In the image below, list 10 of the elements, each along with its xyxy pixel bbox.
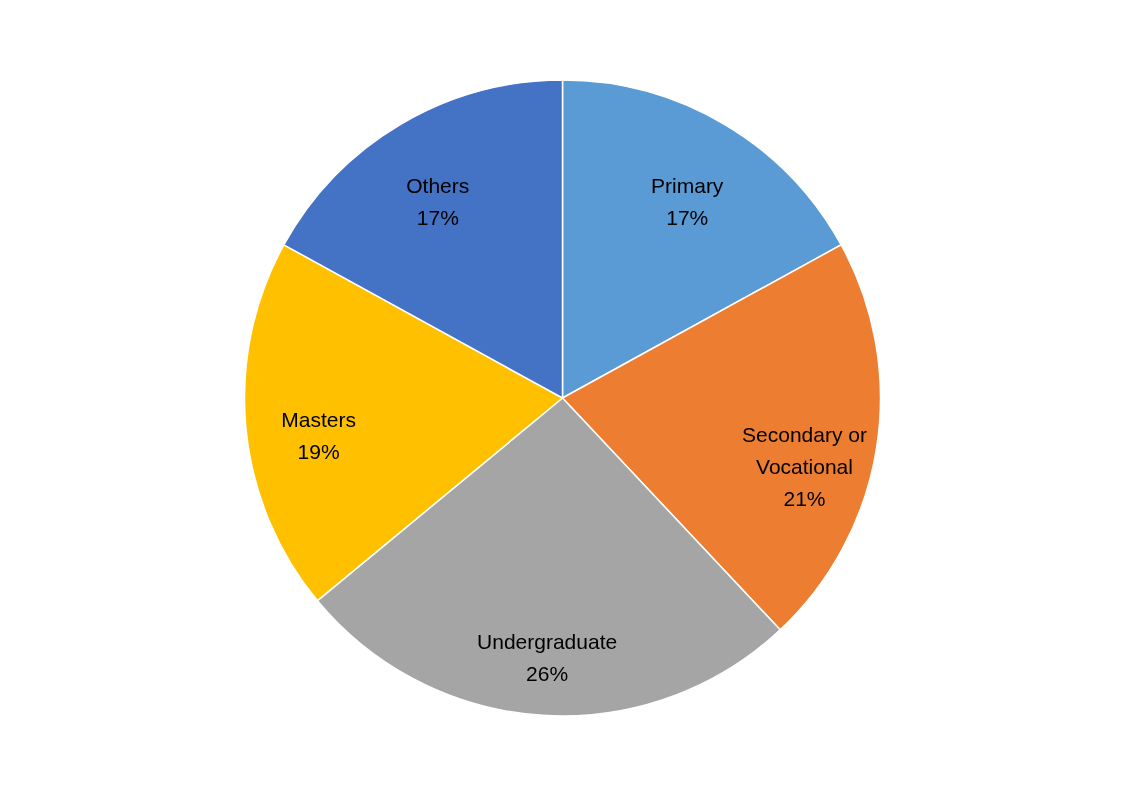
- data-label: 21%: [783, 487, 826, 511]
- data-label: 17%: [666, 206, 709, 230]
- data-label: 17%: [416, 206, 459, 230]
- slice-label: Primary: [651, 174, 724, 198]
- data-label: 19%: [297, 440, 340, 464]
- slice-label: Secondary or Vocational: [742, 423, 867, 479]
- slice-label: Others: [406, 174, 470, 198]
- data-label: 26%: [526, 661, 569, 685]
- slice-label: Masters: [281, 408, 356, 432]
- slice-label: Undergraduate: [477, 629, 618, 653]
